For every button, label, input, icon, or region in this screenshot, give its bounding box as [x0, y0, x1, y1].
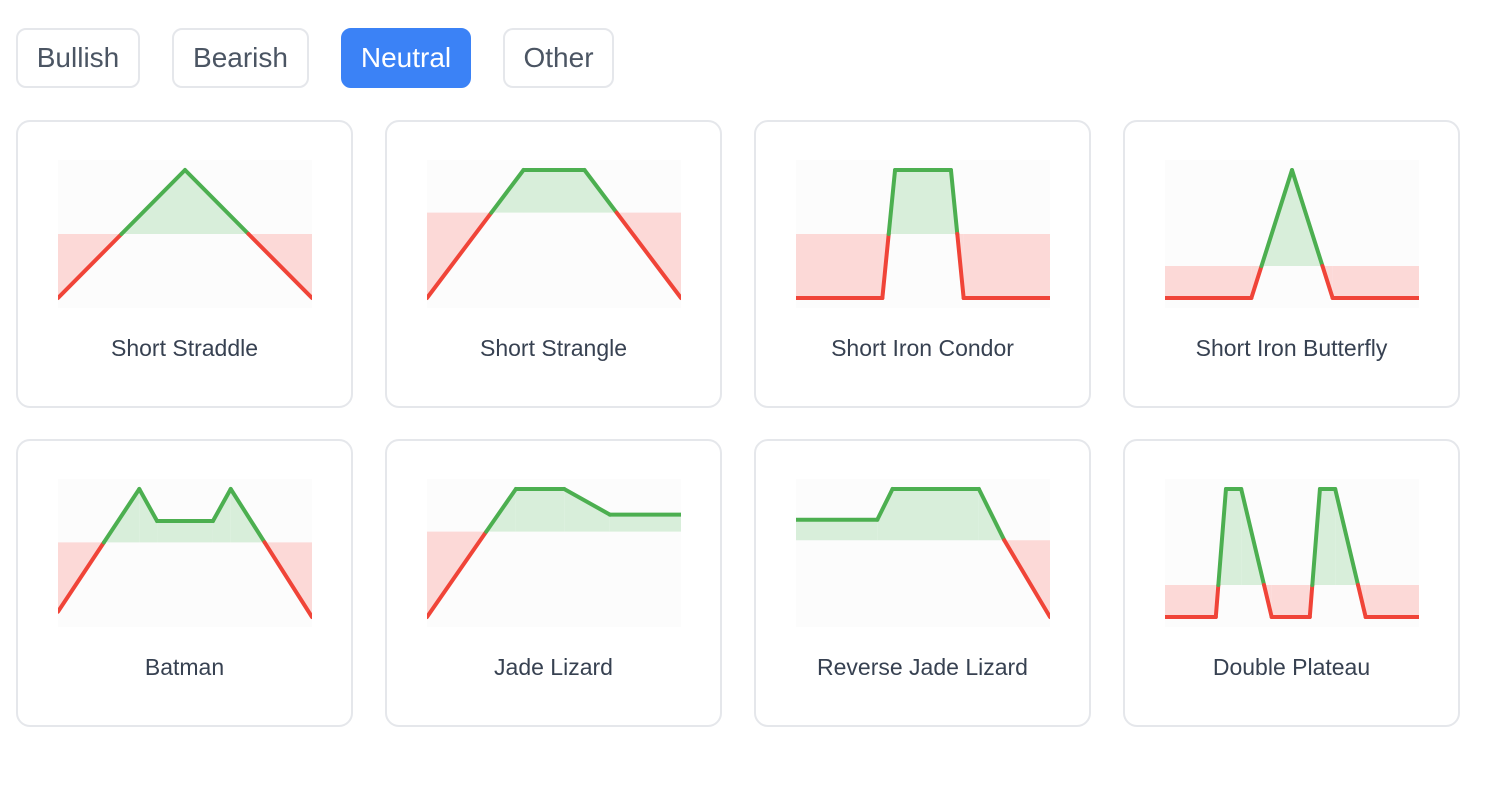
loss-line — [427, 529, 489, 619]
strategy-card-short-iron-condor[interactable]: Short Iron Condor — [754, 120, 1091, 408]
profit-line — [1239, 487, 1267, 587]
payoff-chart — [796, 479, 1050, 627]
loss-area — [1271, 585, 1310, 617]
loss-line — [880, 232, 891, 300]
loss-line — [58, 232, 124, 300]
loss-area — [1332, 266, 1419, 298]
profit-line — [1216, 487, 1228, 587]
profit-line — [1333, 487, 1361, 587]
profit-line — [119, 168, 187, 236]
loss-area — [796, 234, 883, 298]
profit-line — [875, 487, 895, 522]
profit-line — [484, 487, 518, 534]
strategy-card-reverse-jade-lizard[interactable]: Reverse Jade Lizard — [754, 439, 1091, 727]
strategy-name: Jade Lizard — [494, 654, 613, 680]
profit-area — [515, 489, 565, 532]
profit-area — [157, 521, 213, 543]
profit-line — [137, 487, 160, 523]
strategy-card-batman[interactable]: Batman — [16, 439, 353, 727]
loss-line — [1262, 583, 1274, 619]
strategy-grid: Short Straddle Short Strangle Short Iron… — [16, 120, 1460, 727]
loss-area — [427, 212, 492, 298]
profit-line — [948, 168, 960, 236]
payoff-chart — [1165, 479, 1419, 627]
profit-area — [1225, 489, 1242, 585]
profit-area — [877, 489, 893, 541]
strategy-card-jade-lizard[interactable]: Jade Lizard — [385, 439, 722, 727]
profit-area — [564, 489, 610, 532]
profit-line — [976, 487, 1007, 543]
tab-neutral[interactable]: Neutral — [341, 28, 471, 88]
loss-area — [616, 212, 681, 298]
profit-line — [886, 168, 898, 236]
profit-area — [895, 170, 951, 234]
profit-area — [1319, 489, 1336, 585]
tab-bearish[interactable]: Bearish — [172, 28, 309, 88]
strategy-name: Double Plateau — [1212, 654, 1371, 680]
profit-area — [978, 489, 1005, 541]
strategy-category-tabs: Bullish Bearish Neutral Other — [16, 28, 614, 88]
profit-line — [101, 487, 142, 545]
payoff-chart — [427, 160, 681, 308]
loss-line — [1249, 264, 1264, 300]
strategy-card-short-iron-butterfly[interactable]: Short Iron Butterfly — [1123, 120, 1460, 408]
profit-area — [892, 489, 979, 541]
profit-area — [609, 514, 681, 532]
payoff-chart — [796, 160, 1050, 308]
loss-line — [614, 210, 681, 300]
loss-line — [1307, 583, 1315, 619]
loss-line — [1213, 583, 1221, 619]
payoff-chart — [58, 160, 312, 308]
strategy-name: Reverse Jade Lizard — [817, 654, 1028, 680]
strategy-card-double-plateau[interactable]: Double Plateau — [1123, 439, 1460, 727]
profit-area — [523, 170, 585, 213]
profit-line — [210, 487, 233, 523]
loss-line — [955, 232, 966, 300]
profit-area — [139, 489, 158, 543]
strategy-name: Short Iron Condor — [831, 335, 1014, 361]
loss-area — [1365, 585, 1419, 617]
profit-line — [1290, 168, 1325, 268]
loss-line — [1356, 583, 1368, 619]
profit-line — [582, 168, 619, 215]
tab-bullish[interactable]: Bullish — [16, 28, 140, 88]
strategy-name: Short Iron Butterfly — [1195, 335, 1388, 361]
strategy-name: Short Strangle — [479, 335, 628, 361]
loss-line — [1320, 264, 1335, 300]
strategy-name: Short Straddle — [110, 335, 259, 361]
profit-line — [228, 487, 267, 545]
profit-line — [562, 487, 612, 517]
strategy-card-short-strangle[interactable]: Short Strangle — [385, 120, 722, 408]
payoff-chart — [1165, 160, 1419, 308]
profit-area — [796, 519, 878, 541]
profit-area — [1218, 489, 1226, 585]
loss-line — [427, 210, 494, 300]
profit-line — [489, 168, 526, 215]
loss-area — [1165, 266, 1252, 298]
profit-line — [183, 168, 251, 236]
profit-area — [212, 489, 231, 543]
strategy-name: Batman — [144, 654, 225, 680]
loss-line — [262, 540, 312, 619]
profit-line — [1310, 487, 1322, 587]
loss-area — [963, 234, 1050, 298]
payoff-chart — [58, 479, 312, 627]
strategy-card-short-straddle[interactable]: Short Straddle — [16, 120, 353, 408]
loss-line — [58, 540, 106, 614]
tab-other[interactable]: Other — [503, 28, 614, 88]
loss-area — [1165, 585, 1216, 617]
loss-line — [246, 232, 312, 300]
loss-line — [1002, 538, 1050, 619]
loss-area — [427, 531, 487, 617]
profit-line — [1259, 168, 1294, 268]
payoff-chart — [427, 479, 681, 627]
